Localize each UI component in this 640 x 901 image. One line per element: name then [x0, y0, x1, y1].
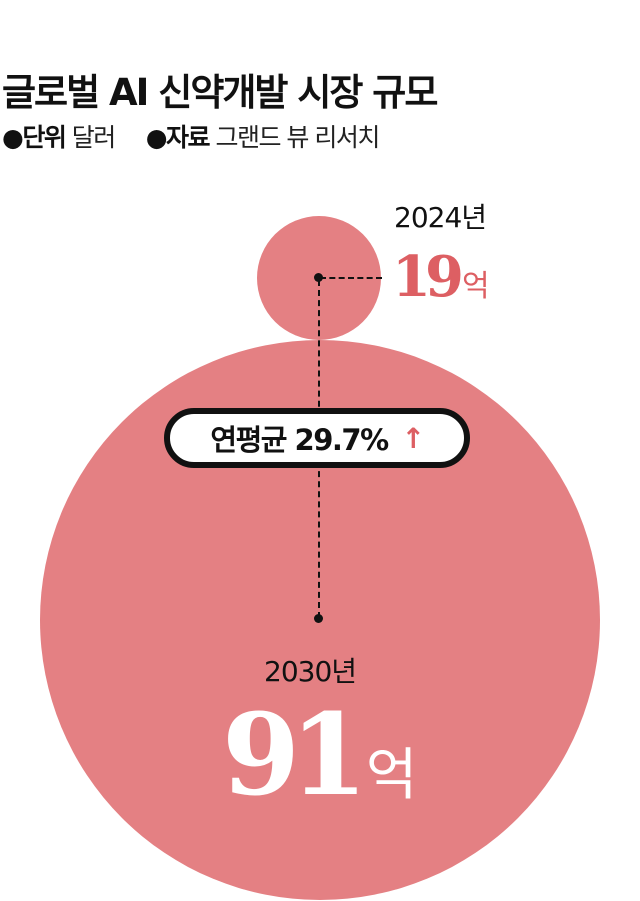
- source-label: ●자료: [145, 123, 211, 152]
- growth-label: 연평균 29.7%: [210, 423, 389, 457]
- chart-meta: ●단위 달러 ●자료 그랜드 뷰 리서치: [2, 118, 380, 154]
- leader-line-2024: [320, 277, 382, 279]
- value-2030: 91 억: [222, 690, 418, 821]
- unit-label: ●단위: [2, 123, 67, 152]
- unit-value: 달러: [71, 123, 117, 152]
- dot-2024: [314, 273, 323, 282]
- year-2030-label: 2030년: [264, 655, 357, 688]
- arrow-up-icon: ↑: [401, 421, 425, 455]
- source-value: 그랜드 뷰 리서치: [215, 123, 380, 152]
- dot-2030: [314, 614, 323, 623]
- year-2024-label: 2024년: [394, 201, 487, 234]
- growth-badge: 연평균 29.7% ↑: [164, 408, 470, 468]
- chart-title: 글로벌 AI 신약개발 시장 규모: [2, 71, 438, 114]
- value-2024: 19 억: [392, 244, 490, 310]
